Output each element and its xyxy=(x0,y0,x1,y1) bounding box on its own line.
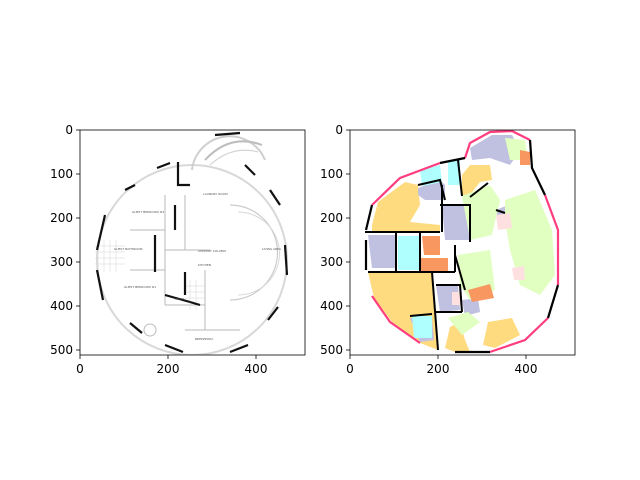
left-xtick-label: 200 xyxy=(157,362,180,376)
left-panel: LAUNDRY ROOM GUEST BEDROOM #3 GUEST BATH… xyxy=(50,123,306,376)
stair-arc xyxy=(229,204,279,301)
right-panel: 0 200 400 0 100 200 300 400 500 xyxy=(320,123,576,376)
left-xtick-label: 400 xyxy=(245,362,268,376)
mask-walls xyxy=(365,159,506,351)
right-ytick-label: 100 xyxy=(320,167,343,181)
right-axis-frame xyxy=(349,129,576,356)
room-label-wash: WASH xyxy=(175,297,184,301)
outline-segments xyxy=(371,130,560,354)
dome-outline xyxy=(191,135,266,171)
right-ticks xyxy=(346,129,527,359)
left-ytick-label: 0 xyxy=(65,123,73,137)
black-walls xyxy=(95,131,289,354)
hall-regions xyxy=(452,213,525,305)
room-label-breezeway: BREEZEWAY xyxy=(195,337,214,341)
room-label-bedroom1: GUEST BEDROOM #1 xyxy=(124,285,156,289)
right-ytick-label: 300 xyxy=(320,255,343,269)
left-ytick-label: 100 xyxy=(50,167,73,181)
right-ytick-label: 0 xyxy=(335,123,343,137)
left-ticks xyxy=(76,129,257,359)
interior-walls xyxy=(130,195,240,331)
left-ytick-label: 400 xyxy=(50,299,73,313)
left-xtick-label: 0 xyxy=(76,362,84,376)
right-xtick-label: 400 xyxy=(515,362,538,376)
exterior-walls xyxy=(364,139,560,354)
room-label-bedroom3: GUEST BEDROOM #3 xyxy=(132,210,164,214)
closet-regions xyxy=(398,160,460,338)
kitchen-regions xyxy=(420,150,530,302)
dome-stairs-inner xyxy=(209,149,259,166)
left-ytick-label: 500 xyxy=(50,343,73,357)
right-ytick-label: 200 xyxy=(320,211,343,225)
tile-grid xyxy=(95,240,205,310)
room-labels: LAUNDRY ROOM GUEST BEDROOM #3 GUEST BATH… xyxy=(114,192,282,341)
right-ytick-label: 500 xyxy=(320,343,343,357)
room-label-bathroom: GUEST BATHROOM xyxy=(114,247,143,251)
floorplan-drawing: LAUNDRY ROOM GUEST BEDROOM #3 GUEST BATH… xyxy=(95,131,289,355)
segmentation-drawing xyxy=(364,130,560,354)
left-axis-frame xyxy=(79,129,306,356)
room-label-laundry: LAUNDRY ROOM xyxy=(203,192,228,196)
dome-stairs xyxy=(204,140,263,161)
room-label-kitchen: KITCHEN xyxy=(198,263,211,267)
left-ytick-label: 300 xyxy=(50,255,73,269)
left-ytick-label: 200 xyxy=(50,211,73,225)
room-label-living: LIVING AREA xyxy=(262,247,282,251)
right-ytick-label: 400 xyxy=(320,299,343,313)
stair-arc-inner xyxy=(237,211,280,296)
right-xtick-label: 0 xyxy=(346,362,354,376)
room-label-column: SUPPORT COLUMN xyxy=(198,249,226,253)
right-xtick-label: 200 xyxy=(427,362,450,376)
round-fixture xyxy=(143,323,157,337)
